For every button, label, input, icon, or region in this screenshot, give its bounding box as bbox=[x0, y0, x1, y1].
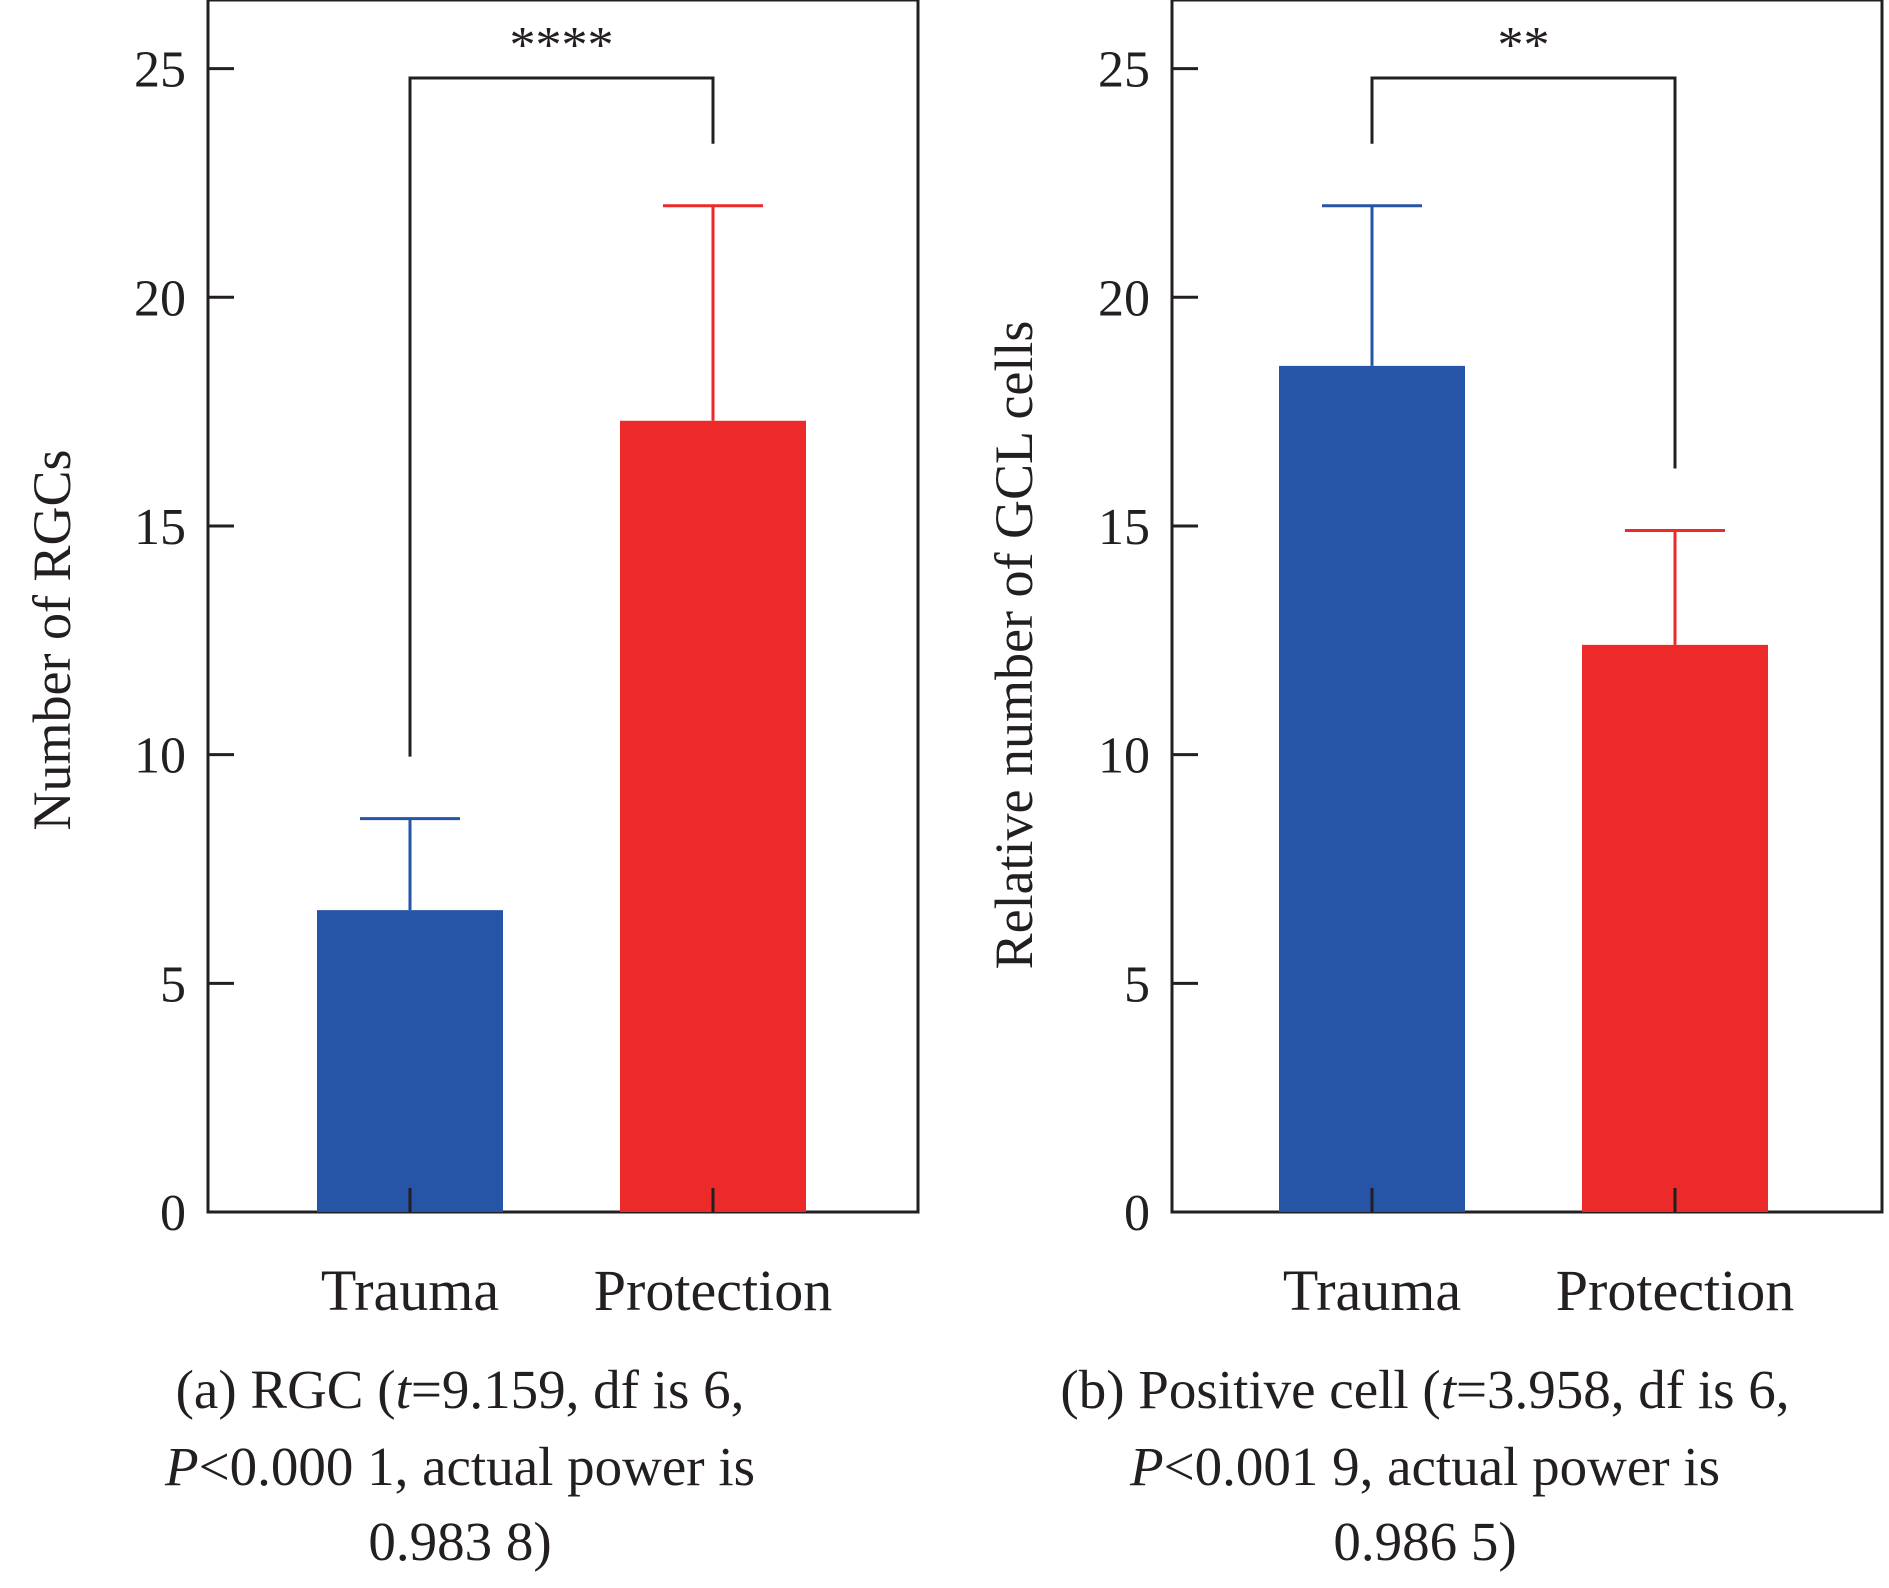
panel-a-significance-label: **** bbox=[510, 17, 614, 74]
panel-a-y-tick-label-15: 15 bbox=[134, 499, 186, 556]
panel-b-caption-line3: 0.986 5) bbox=[1333, 1511, 1516, 1572]
panel-a-y-axis-title: Number of RGCs bbox=[22, 450, 82, 831]
panel-a-significance-bracket bbox=[408, 76, 715, 757]
panel-b-y-axis-title: Relative number of GCL cells bbox=[984, 321, 1044, 970]
panel-a-caption-line2: P<0.000 1, actual power is bbox=[164, 1436, 755, 1497]
panel-b-y-tick-label-20: 20 bbox=[1098, 270, 1150, 327]
panel-b-bar-trauma bbox=[1279, 365, 1465, 1212]
panel-b-category-label-trauma: Trauma bbox=[1283, 1258, 1461, 1323]
panel-b-caption-line2: P<0.001 9, actual power is bbox=[1129, 1436, 1720, 1497]
panel-b-y-tick-label-10: 10 bbox=[1098, 728, 1150, 785]
panel-b: 0 5 10 15 20 25 ** Relative number of GCL cel… bbox=[984, 0, 1884, 1572]
panel-b-significance-label: ** bbox=[1498, 17, 1550, 74]
panel-a-y-tick-label-25: 25 bbox=[134, 42, 186, 99]
panel-b-y-tick-label-25: 25 bbox=[1098, 42, 1150, 99]
panel-a-bar-protection bbox=[620, 420, 806, 1213]
panel-b-y-tick-label-0: 0 bbox=[1124, 1185, 1150, 1242]
panel-a-caption-line1: (a) RGC (t=9.159, df is 6, bbox=[176, 1359, 745, 1420]
panel-a-category-label-trauma: Trauma bbox=[321, 1258, 499, 1323]
panel-b-category-label-protection: Protection bbox=[1556, 1258, 1794, 1323]
panel-b-plot-frame bbox=[1170, 0, 1884, 1214]
panel-a-y-tick-label-5: 5 bbox=[160, 956, 186, 1013]
panel-a: 0 5 10 15 20 25 **** Number of RGCs Trauma Pr… bbox=[22, 0, 920, 1572]
panel-b-bar-protection bbox=[1582, 644, 1768, 1212]
panel-a-y-tick-label-10: 10 bbox=[134, 728, 186, 785]
panel-a-plot-frame bbox=[206, 0, 920, 1214]
panel-a-y-tick-label-0: 0 bbox=[160, 1185, 186, 1242]
panel-a-caption-line3: 0.983 8) bbox=[368, 1511, 551, 1572]
panel-b-y-tick-label-5: 5 bbox=[1124, 956, 1150, 1013]
panel-b-y-tick-label-15: 15 bbox=[1098, 499, 1150, 556]
panel-b-caption-line1: (b) Positive cell (t=3.958, df is 6, bbox=[1060, 1359, 1789, 1420]
panel-b-significance-bracket bbox=[1370, 76, 1677, 469]
panel-a-bar-trauma bbox=[317, 910, 503, 1212]
panel-a-y-tick-label-20: 20 bbox=[134, 270, 186, 327]
panel-a-category-label-protection: Protection bbox=[594, 1258, 832, 1323]
